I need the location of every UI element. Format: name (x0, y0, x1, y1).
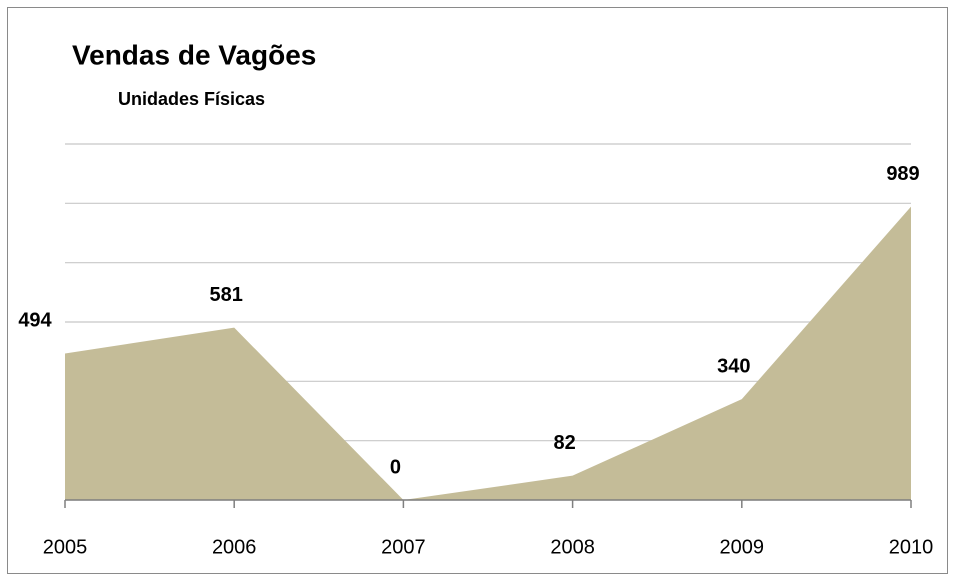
data-label: 0 (390, 456, 401, 478)
data-label: 340 (717, 355, 750, 377)
x-tick-label: 2008 (550, 536, 595, 558)
data-label: 82 (553, 432, 575, 454)
x-tick-label: 2005 (43, 536, 88, 558)
chart-title: Vendas de Vagões (72, 39, 316, 70)
x-tick-label: 2007 (381, 536, 426, 558)
data-label: 494 (18, 310, 52, 332)
x-tick-label: 2006 (212, 536, 257, 558)
chart-subtitle: Unidades Físicas (118, 89, 265, 109)
data-label: 581 (210, 284, 243, 306)
x-tick-label: 2010 (889, 536, 934, 558)
data-label: 989 (886, 163, 919, 185)
x-tick-label: 2009 (720, 536, 765, 558)
area (65, 206, 911, 500)
